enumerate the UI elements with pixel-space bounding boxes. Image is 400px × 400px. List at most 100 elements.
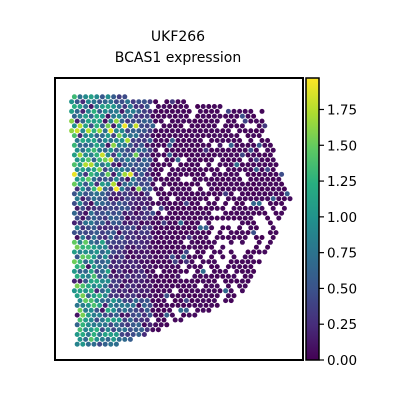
spot [209,108,215,114]
spot [119,312,125,318]
spot [74,147,80,153]
spot [164,196,170,202]
spot [77,278,83,284]
spot [203,176,209,182]
spot [69,128,75,134]
spot [158,205,164,211]
spot [214,283,220,289]
spot [99,298,105,304]
spot [99,239,105,245]
spot [144,152,150,158]
spot [155,201,161,206]
spot [130,244,136,250]
spot [155,298,161,304]
spot [183,104,189,109]
spot [105,336,111,342]
spot [242,108,248,114]
spot [136,293,142,299]
spot [80,186,86,192]
spot [133,307,139,313]
spot [234,268,240,274]
spot [125,196,131,202]
spot [94,210,100,216]
spot [203,196,209,202]
spot [214,147,220,153]
spot [225,235,231,240]
spot [183,142,189,148]
spot [164,225,170,231]
spot [186,186,192,192]
spot [167,142,173,148]
spot [85,118,91,124]
spot [111,104,117,109]
spot [125,302,131,308]
spot [265,147,271,153]
spot [94,259,100,265]
spot [276,176,282,182]
spot [265,176,271,182]
spot [108,244,114,250]
spot [125,215,131,221]
spot [234,133,240,139]
spot [83,133,89,139]
spot [122,317,128,323]
spot [127,152,133,158]
spot [281,205,287,211]
spot [262,249,268,255]
spot [251,171,257,177]
spot [147,225,153,231]
spot [181,235,187,240]
spot [223,288,229,294]
spot [80,157,86,163]
spot [214,118,220,124]
spot [85,341,91,347]
spot [251,201,257,206]
spot [175,108,181,114]
spot [102,167,108,173]
spot [200,259,206,265]
spot [139,181,145,187]
spot [279,201,285,206]
spot [169,225,175,231]
spot [111,259,117,265]
spot [139,288,145,294]
spot [85,254,91,260]
spot [183,307,189,313]
spot [197,186,203,192]
spot [245,152,251,158]
spot [141,138,147,143]
spot [262,171,268,177]
spot [225,196,231,202]
spot [85,176,91,182]
spot [237,186,243,192]
spot [203,293,209,299]
spot [181,186,187,192]
spot [237,196,243,202]
spot [242,235,248,240]
spot [119,254,125,260]
spot [133,123,139,129]
spot [77,133,83,139]
spot [239,220,245,226]
spot [251,133,257,139]
spot [141,273,147,279]
spot [155,317,161,323]
spot [183,162,189,168]
spot [248,118,254,124]
spot [136,176,142,182]
spot [113,128,119,134]
spot [267,230,273,236]
spot [262,152,268,158]
spot [105,133,111,139]
spot [102,205,108,211]
spot [97,128,103,134]
spot [94,317,100,323]
spot [206,210,212,216]
spot [183,191,189,197]
spot [83,268,89,274]
spot [77,104,83,109]
spot [77,94,83,100]
spot [256,201,262,206]
spot [234,210,240,216]
spot [169,264,175,270]
